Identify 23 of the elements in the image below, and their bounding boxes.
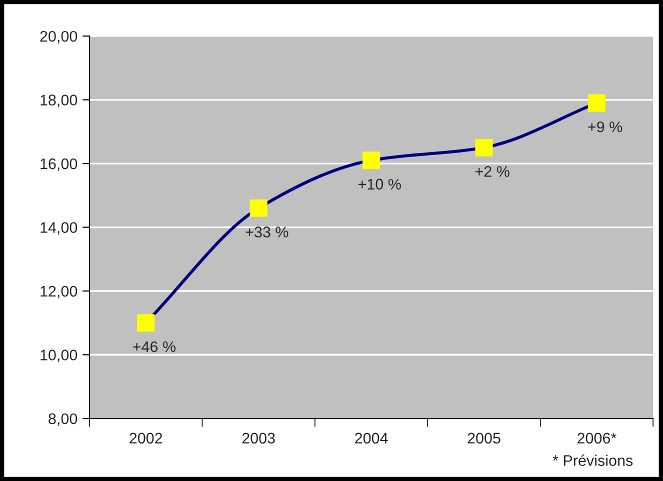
- point: [250, 199, 268, 217]
- x-tick-label: 2006*: [578, 432, 616, 444]
- point: [475, 138, 493, 156]
- x-tick-label: 2005: [468, 432, 500, 444]
- y-tick-label: 10,00: [40, 350, 78, 362]
- x-tick-label: 2004: [355, 432, 388, 444]
- point: [588, 94, 606, 112]
- point: [137, 314, 155, 332]
- annotation: +33 %: [246, 226, 288, 238]
- annotation: +9 %: [588, 121, 622, 132]
- x-tick-label: 2003: [242, 432, 275, 444]
- annotation: +10 %: [358, 178, 401, 190]
- y-tick-label: 14,00: [40, 222, 78, 235]
- y-tick-label: 16,00: [40, 158, 78, 172]
- point: [362, 152, 380, 170]
- y-tick-label: 12,00: [40, 286, 78, 298]
- y-tick-label: 20,00: [40, 30, 78, 44]
- annotation: +2 %: [475, 166, 510, 177]
- y-tick-label: 8,00: [48, 413, 78, 426]
- y-tick-label: 18,00: [40, 94, 78, 108]
- text: * Prévisions: [552, 454, 633, 466]
- annotation: +46 %: [133, 341, 176, 352]
- x-tick-label: 2002: [130, 432, 162, 444]
